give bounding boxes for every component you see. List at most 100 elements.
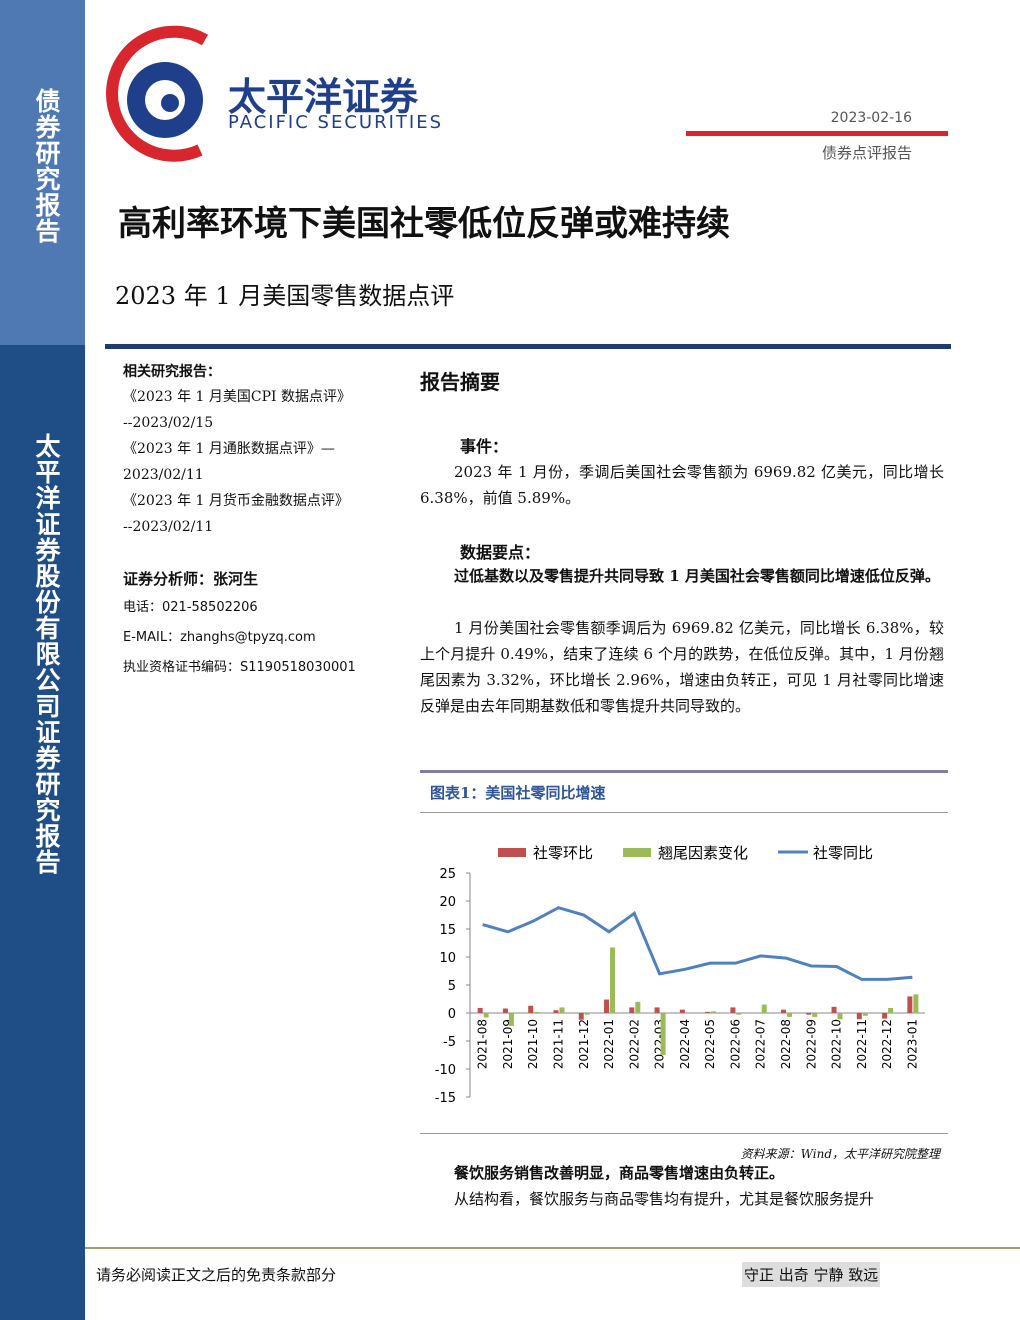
x-tick-label: 2022-06 bbox=[728, 1019, 742, 1069]
bar bbox=[780, 1009, 786, 1013]
bar bbox=[553, 1010, 559, 1013]
related-line: 2023/02/11 bbox=[123, 467, 204, 483]
bar bbox=[736, 1013, 742, 1015]
report-date: 2023-02-16 bbox=[830, 110, 912, 126]
y-tick-label: 20 bbox=[439, 895, 456, 910]
legend-label: 社零同比 bbox=[813, 844, 873, 862]
related-heading: 相关研究报告： bbox=[123, 364, 221, 380]
section-rule bbox=[105, 344, 951, 349]
bar bbox=[812, 1013, 818, 1017]
y-tick-label: 10 bbox=[439, 951, 456, 966]
event-heading: 事件： bbox=[460, 437, 509, 456]
bar bbox=[604, 999, 610, 1013]
legend-swatch bbox=[498, 848, 526, 857]
y-tick-label: 5 bbox=[448, 979, 456, 994]
x-tick-label: 2022-07 bbox=[754, 1019, 768, 1069]
figure-rule bbox=[420, 812, 948, 813]
header-rule bbox=[686, 131, 948, 136]
related-line: 《2023 年 1 月通胀数据点评》— bbox=[123, 441, 335, 457]
logo-mark bbox=[106, 25, 208, 162]
sidebar-label: 债券研究报告 bbox=[32, 88, 61, 244]
bar bbox=[831, 1006, 837, 1013]
figure-caption: 图表1：美国社零同比增速 bbox=[430, 784, 606, 802]
bar bbox=[761, 1004, 767, 1013]
bar bbox=[477, 1007, 483, 1013]
x-tick-label: 2021-09 bbox=[501, 1019, 515, 1069]
bar bbox=[635, 1001, 641, 1013]
figure-rule bbox=[420, 1133, 948, 1134]
bar bbox=[882, 1013, 888, 1019]
footer-right: 守正 出奇 宁静 致远 bbox=[742, 1262, 881, 1287]
bar bbox=[786, 1013, 792, 1017]
x-tick-label: 2022-11 bbox=[855, 1019, 869, 1069]
bar bbox=[508, 1013, 514, 1026]
related-list: 《2023 年 1 月美国CPI 数据点评》 --2023/02/15 《2023 … bbox=[123, 384, 393, 540]
x-tick-label: 2021-12 bbox=[577, 1019, 591, 1069]
bar bbox=[610, 947, 616, 1013]
analyst-phone: 电话：021-58502206 bbox=[123, 600, 258, 615]
footer-rule bbox=[85, 1247, 1020, 1249]
point-text: 1 月份美国社会零售额季调后为 6969.82 亿美元，同比增长 6.38%，较… bbox=[420, 619, 944, 715]
title: 高利率环境下美国社零低位反弹或难持续 bbox=[118, 204, 730, 244]
after-bold: 餐饮服务销售改善明显，商品零售增速由负转正。 bbox=[454, 1164, 785, 1182]
x-tick-label: 2022-12 bbox=[880, 1019, 894, 1069]
bar bbox=[888, 1007, 894, 1013]
analyst-email: E-MAIL：zhanghs@tpyzq.com bbox=[123, 630, 316, 645]
x-tick-label: 2021-11 bbox=[551, 1019, 565, 1069]
y-tick-label: 25 bbox=[439, 867, 456, 882]
points-heading: 数据要点： bbox=[460, 543, 541, 562]
related-line: --2023/02/11 bbox=[123, 519, 214, 535]
point-bold: 过低基数以及零售提升共同导致 1 月美国社会零售额同比增速低位反弹。 bbox=[454, 567, 940, 585]
x-tick-label: 2022-05 bbox=[703, 1019, 717, 1069]
legend-label: 社零环比 bbox=[533, 844, 593, 862]
legend-label: 翘尾因素变化 bbox=[658, 844, 748, 862]
sidebar-bottom: 太平洋证券股份有限公司证券研究报告 bbox=[0, 345, 85, 1320]
bar bbox=[629, 1007, 635, 1013]
bar bbox=[862, 1013, 868, 1016]
y-tick-label: -15 bbox=[435, 1091, 456, 1106]
y-tick-label: 0 bbox=[448, 1007, 456, 1022]
bar bbox=[502, 1008, 508, 1013]
bar bbox=[559, 1007, 565, 1013]
left-column: 相关研究报告： 《2023 年 1 月美国CPI 数据点评》 --2023/02/… bbox=[123, 360, 393, 683]
analyst-license: 执业资格证书编码：S1190518030001 bbox=[123, 660, 356, 675]
bar bbox=[711, 1011, 717, 1013]
analyst-name: 证券分析师：张河生 bbox=[123, 570, 259, 588]
related-line: 《2023 年 1 月美国CPI 数据点评》 bbox=[123, 389, 351, 405]
bar bbox=[654, 1007, 660, 1013]
report-type: 债券点评报告 bbox=[821, 144, 912, 162]
legend-swatch bbox=[623, 848, 652, 857]
logo-en: PACIFIC SECURITIES bbox=[228, 112, 443, 133]
figure-source: 资料来源：Wind，太平洋研究院整理 bbox=[740, 1147, 940, 1161]
bar bbox=[856, 1013, 862, 1020]
x-tick-label: 2022-02 bbox=[627, 1019, 641, 1069]
bar bbox=[705, 1011, 711, 1013]
bar bbox=[679, 1009, 685, 1013]
y-tick-label: -5 bbox=[443, 1035, 456, 1050]
logo-cn: 太平洋证券 bbox=[228, 75, 419, 119]
x-tick-label: 2021-08 bbox=[476, 1019, 490, 1069]
bar bbox=[660, 1013, 666, 1055]
after-text: 从结构看，餐饮服务与商品零售均有提升，尤其是餐饮服务提升 bbox=[454, 1190, 875, 1208]
summary-heading: 报告摘要 bbox=[420, 370, 500, 394]
y-tick-label: 15 bbox=[439, 923, 456, 938]
x-tick-label: 2023-01 bbox=[905, 1019, 919, 1069]
bar bbox=[907, 996, 913, 1013]
sidebar-label: 太平洋证券股份有限公司证券研究报告 bbox=[32, 433, 61, 875]
x-tick-label: 2022-08 bbox=[779, 1019, 793, 1069]
sidebar-top: 债券研究报告 bbox=[0, 0, 85, 345]
x-tick-label: 2022-01 bbox=[602, 1019, 616, 1069]
bar bbox=[578, 1013, 584, 1020]
bar bbox=[483, 1013, 489, 1018]
bar bbox=[584, 1013, 590, 1015]
bar bbox=[528, 1005, 534, 1013]
bar bbox=[730, 1007, 736, 1013]
bar bbox=[534, 1011, 540, 1013]
subtitle: 2023 年 1 月美国零售数据点评 bbox=[115, 282, 455, 310]
x-tick-label: 2022-04 bbox=[678, 1019, 692, 1069]
figure-rule bbox=[420, 770, 948, 773]
y-tick-label: -10 bbox=[435, 1063, 456, 1078]
x-tick-label: 2022-09 bbox=[804, 1019, 818, 1069]
bar bbox=[806, 1013, 812, 1015]
